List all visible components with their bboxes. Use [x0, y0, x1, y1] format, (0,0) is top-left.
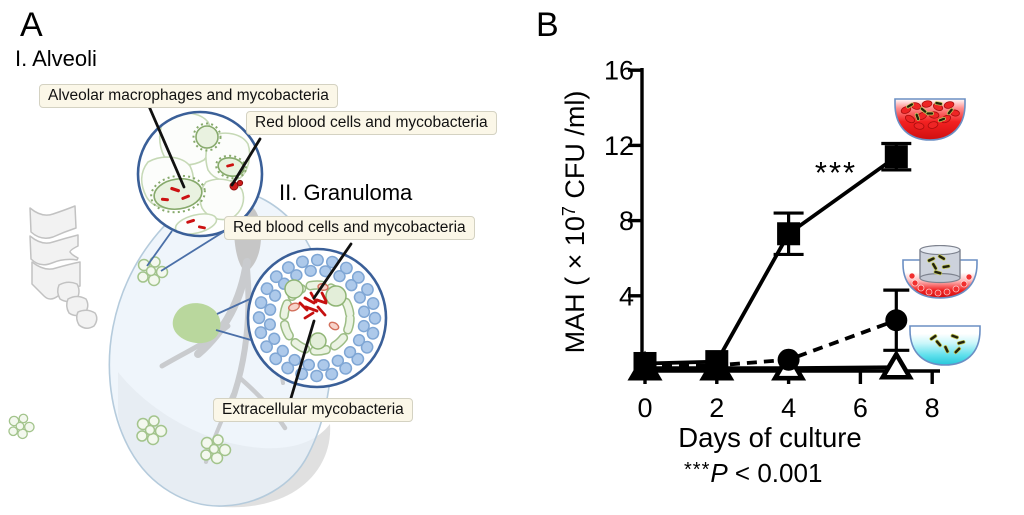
alveoli-inset-contents: [140, 113, 251, 235]
macrophage: [284, 279, 304, 299]
x-tick-label: 6: [853, 393, 868, 423]
red-blood-cell: [236, 179, 244, 187]
inset-link-lines: [146, 223, 252, 341]
marker-circle: [777, 348, 800, 371]
epithelioid-cell-ring: [279, 280, 355, 356]
series-line-triangle: [645, 365, 897, 371]
mycobacteria-rods: [927, 254, 951, 276]
y-tick-label: 8: [619, 206, 634, 236]
marker-circle: [885, 309, 908, 332]
panel-b-label: B: [536, 6, 559, 44]
significance-stars: ***: [815, 155, 857, 190]
macrophage: [325, 285, 347, 307]
x-tick-label: 8: [925, 393, 940, 423]
footnote-rest: < 0.001: [727, 458, 823, 488]
granuloma-inset-circle: [246, 247, 388, 389]
vertebrae-icon: [29, 205, 98, 329]
callout-alveolar-macrophages: Alveolar macrophages and mycobacteria: [39, 84, 338, 109]
p-value-footnote: ***P < 0.001: [684, 458, 822, 489]
callout-rbc-granuloma: Red blood cells and mycobacteria: [224, 216, 475, 241]
alveoli-section-title: I. Alveoli: [15, 46, 97, 71]
red-blood-cells: [908, 272, 973, 297]
series-line-square: [644, 155, 898, 366]
marker-triangle: [878, 349, 914, 380]
alveolar-macrophage: [153, 177, 203, 211]
granuloma-lesion: [172, 303, 221, 344]
anatomy-illustration: [8, 102, 388, 508]
x-tick-label: 4: [781, 393, 796, 423]
marker-square: [705, 350, 729, 374]
transwell-cylinder: [919, 244, 961, 284]
macrophage: [309, 332, 327, 350]
x-tick-label: 2: [709, 393, 724, 423]
dish-transwell-insert-icon: [900, 244, 980, 301]
alveolar-macrophage: [195, 125, 219, 149]
callout-rbc-alveoli: Red blood cells and mycobacteria: [246, 111, 497, 136]
footnote-p: P: [710, 458, 728, 488]
y-axis-title: MAH ( × 107 CFU /ml): [559, 91, 590, 354]
panel-a-label: A: [20, 6, 43, 44]
series-line-circle: [644, 318, 897, 369]
x-tick-label: 0: [637, 393, 652, 423]
marker-square: [884, 145, 908, 169]
callout-extracellular-mycobacteria: Extracellular mycobacteria: [213, 398, 413, 423]
marker-square: [633, 351, 657, 375]
marker-square: [777, 222, 801, 246]
red-blood-cell: [287, 302, 301, 312]
y-tick-label: 4: [619, 281, 634, 311]
mycobacteria-rods: [906, 101, 954, 123]
granuloma-section-title: II. Granuloma: [279, 180, 413, 205]
alveolar-macrophage: [217, 156, 245, 178]
lymphocyte-ring: [252, 253, 382, 383]
dish-red-blood-cells-and-mycobacteria-icon: [892, 92, 968, 144]
alveoli-inset-circle: [136, 110, 264, 238]
mycobacteria-rods: [160, 186, 190, 202]
footnote-stars: ***: [684, 459, 711, 481]
dish-medium-only-icon: [907, 320, 983, 368]
mycobacteria-rods: [929, 333, 966, 355]
y-tick-label: 12: [604, 131, 634, 161]
x-axis-title: Days of culture: [678, 422, 861, 453]
y-tick-label: 16: [604, 56, 634, 86]
callout-pointer-lines: [146, 102, 353, 400]
red-blood-cell: [328, 321, 340, 331]
